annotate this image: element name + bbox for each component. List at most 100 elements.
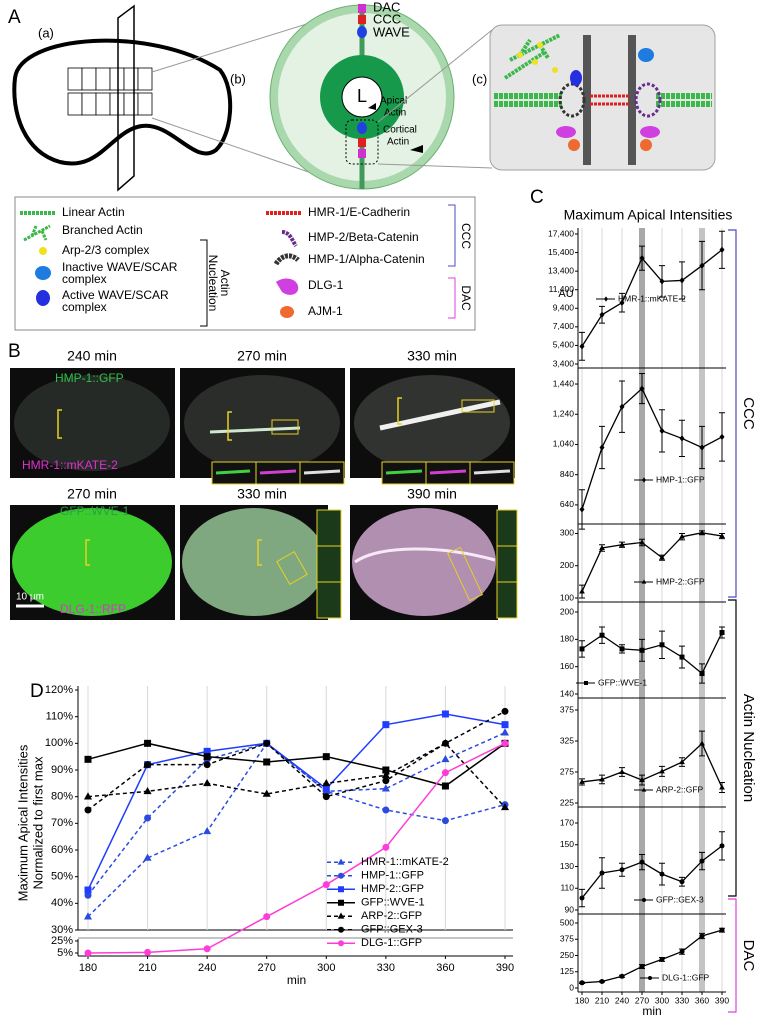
y-tick-label: 60% (51, 844, 73, 856)
bracket (200, 239, 208, 327)
data-point (203, 761, 211, 769)
group-bracket (728, 599, 737, 897)
data-point (619, 541, 625, 547)
legend-text: complex (62, 300, 107, 314)
data-point (441, 782, 449, 790)
data-point (699, 933, 705, 939)
data-point (579, 980, 585, 986)
legend-text: Arp-2/3 complex (62, 243, 149, 257)
wave-mark (357, 122, 367, 134)
series-line (87, 742, 506, 896)
legend-label: ARP-2::GFP (361, 910, 422, 922)
insets (316, 509, 518, 619)
data-point (719, 532, 725, 539)
panel-title: Maximum Apical Intensities (564, 207, 733, 223)
inset-signal (429, 469, 467, 475)
data-point (579, 778, 585, 784)
legend-marker (337, 858, 345, 865)
data-point (679, 879, 685, 885)
series-line (87, 742, 506, 954)
legend-text: HMP-1/Alpha-Catenin (308, 252, 425, 266)
data-point (639, 776, 645, 783)
legend-marker (337, 912, 345, 919)
ccc-mark (358, 138, 366, 147)
sub-label: (a) (38, 25, 54, 40)
legend-icon (276, 278, 299, 295)
data-point (719, 433, 725, 441)
wave-mark (357, 26, 367, 38)
y-tick-label: 7,400 (553, 321, 575, 331)
inactive-wave (638, 48, 654, 62)
data-point (322, 785, 330, 793)
data-point (143, 853, 152, 861)
legend-marker (338, 872, 344, 879)
dlg (640, 126, 660, 138)
legend-label: GFP::GEX-3 (656, 894, 704, 904)
y-tick-label: 300 (560, 528, 574, 538)
legend-label: ARP-2::GFP (656, 784, 704, 794)
legend-marker (642, 898, 646, 902)
embryo (352, 508, 496, 616)
data-point (639, 647, 645, 653)
x-tick-label: 330 (675, 995, 689, 1005)
channel-label: GFP::WVE-1 (60, 504, 130, 518)
series-line (581, 532, 723, 592)
y-tick-label: 200 (560, 606, 574, 616)
data-point (382, 766, 390, 774)
y-tick-label: 70% (51, 817, 73, 829)
zoom-line (151, 117, 327, 179)
x-tick-label: 300 (655, 995, 669, 1005)
series-line (581, 249, 723, 347)
bracket (257, 539, 262, 566)
inset-signal (385, 469, 423, 475)
legend-icon (39, 247, 47, 255)
data-point (699, 262, 705, 269)
y-tick-label: 3,400 (553, 358, 575, 368)
data-point (659, 768, 665, 774)
data-point (699, 740, 705, 746)
data-point (639, 859, 645, 865)
dlg (556, 126, 576, 138)
data-point (441, 710, 449, 718)
data-point (639, 964, 645, 970)
x-axis-label: min (642, 1004, 661, 1018)
data-point (203, 778, 212, 787)
group-bracket (728, 898, 737, 1013)
bracket (85, 539, 90, 566)
legend-label: HMP-2::GFP (361, 883, 424, 895)
x-tick-label: 210 (595, 995, 609, 1005)
scale-label: 10 μm (16, 592, 44, 603)
x-tick-label: 210 (138, 962, 156, 974)
ajm (568, 139, 580, 151)
lumen-label: L (357, 86, 367, 106)
data-point (699, 671, 705, 676)
y-tick-label: 275 (560, 766, 574, 776)
data-point (84, 949, 92, 957)
legend-icon (23, 224, 51, 242)
group-bracket (728, 229, 737, 598)
embryo (184, 375, 340, 471)
data-point (84, 891, 92, 899)
apical-label: Actin (384, 108, 406, 119)
signal (209, 426, 301, 434)
branched-actin (503, 33, 561, 80)
data-point (203, 753, 211, 761)
data-point (84, 886, 92, 894)
data-point (599, 776, 605, 782)
data-point (143, 786, 152, 795)
legend-marker (641, 787, 647, 792)
data-point (679, 533, 685, 539)
embryo (182, 508, 326, 616)
data-point (144, 761, 152, 769)
data-point (599, 311, 605, 319)
legend-label: DLG-1::GFP (662, 972, 710, 982)
y-tick-label: 250 (560, 950, 574, 960)
panel-label: D (30, 681, 44, 702)
data-point (599, 979, 605, 984)
x-tick-label: 360 (436, 962, 454, 974)
data-point (382, 721, 390, 729)
data-point (699, 858, 705, 864)
panel-label: A (8, 7, 21, 28)
y-tick-label: 160 (560, 661, 574, 671)
apical-label: Apical (380, 96, 407, 107)
